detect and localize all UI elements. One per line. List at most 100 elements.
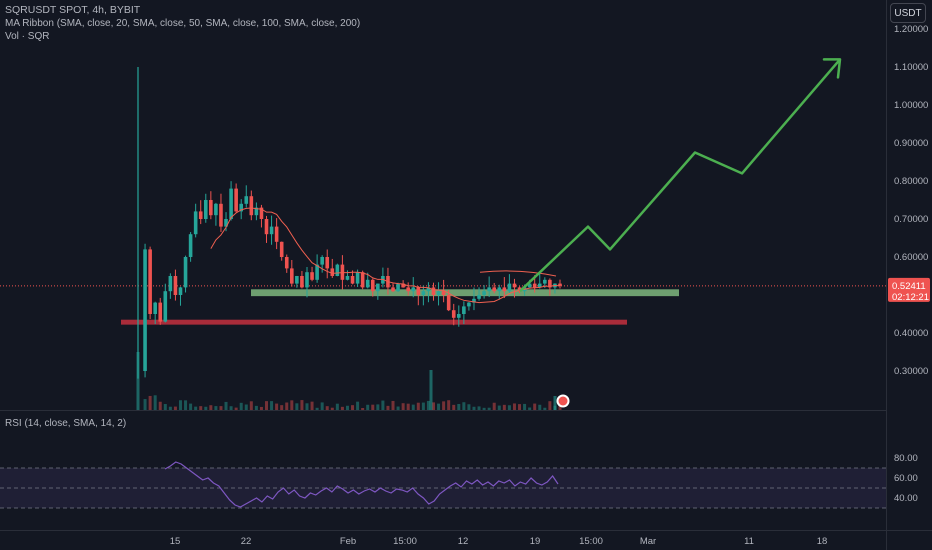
volume-bar <box>452 404 456 410</box>
candle-body <box>310 272 314 280</box>
volume-bar <box>533 403 537 410</box>
candle-body <box>401 283 405 288</box>
volume-bar <box>153 395 157 410</box>
volume-bar <box>280 405 284 410</box>
ma-ribbon-line <box>479 270 557 277</box>
volume-bar <box>416 402 420 410</box>
time-tick-label: Feb <box>340 536 356 547</box>
candle-body <box>365 279 370 288</box>
candle-body <box>370 279 375 292</box>
candle-body <box>376 283 380 292</box>
volume-bar <box>259 406 263 410</box>
projection-arrowhead <box>822 58 842 79</box>
candle-body <box>264 219 269 235</box>
candle-body <box>203 200 208 219</box>
volume-bar <box>163 404 167 410</box>
time-tick-label: 22 <box>241 536 252 547</box>
candle-body <box>325 257 330 269</box>
volume-bar <box>290 400 294 410</box>
rsi-tick-label: 60.00 <box>894 473 918 484</box>
candle-body <box>421 291 426 295</box>
volume-bar <box>300 400 304 410</box>
currency-button[interactable]: USDT <box>890 3 926 23</box>
volume-bar <box>437 403 441 410</box>
volume-bar <box>467 404 471 410</box>
volume-bar <box>396 406 400 410</box>
volume-bar <box>351 405 355 410</box>
price-tick-label: 0.90000 <box>894 138 928 149</box>
candle-body <box>148 249 152 314</box>
volume-bar <box>330 407 334 410</box>
volume-bar <box>426 400 430 410</box>
volume-bar <box>356 401 360 410</box>
candle-body <box>527 283 532 288</box>
volume-bar <box>325 406 329 410</box>
candle-body <box>431 287 436 295</box>
candle-body <box>477 295 481 299</box>
projection-path <box>519 58 841 293</box>
volume-bar <box>411 404 415 410</box>
candle-body <box>548 279 552 288</box>
volume-legend: Vol · SQR <box>5 31 50 42</box>
candle-body <box>497 287 502 292</box>
volume-bar <box>305 403 309 410</box>
time-tick-label: 15 <box>170 536 181 547</box>
price-tick-label: 0.80000 <box>894 176 928 187</box>
volume-bar <box>477 406 481 410</box>
price-tick-label: 0.70000 <box>894 214 928 225</box>
candle-body <box>224 219 228 227</box>
volume-bar <box>371 404 375 410</box>
candle-body <box>315 264 319 280</box>
volume-bar <box>194 406 198 410</box>
candle-body <box>249 196 254 216</box>
price-tick-label: 0.30000 <box>894 366 928 377</box>
candle-body <box>446 295 451 311</box>
candle-body <box>416 287 421 295</box>
candle-body <box>517 287 522 292</box>
candle-body <box>300 276 304 288</box>
volume-bar <box>497 405 501 410</box>
candle-body <box>543 279 547 284</box>
volume-bar <box>270 401 274 410</box>
volume-bar <box>518 404 522 410</box>
volume-bar <box>219 406 223 410</box>
candle-body <box>214 203 218 216</box>
time-tick-label: 15:00 <box>579 536 603 547</box>
volume-bar <box>320 402 324 410</box>
volume-bar <box>553 396 557 410</box>
candle-body <box>178 287 183 295</box>
volume-bar <box>345 405 349 410</box>
candle-body <box>360 272 365 288</box>
candle-body <box>163 291 168 322</box>
volume-bar <box>421 402 425 410</box>
volume-bar <box>429 370 433 410</box>
candle-body <box>537 283 542 288</box>
price-tick-label: 0.40000 <box>894 328 928 339</box>
volume-bar <box>189 403 193 410</box>
volume-bar <box>462 402 466 410</box>
candle-body <box>436 291 441 295</box>
last-price-value: 0.52411 <box>892 281 926 292</box>
time-tick-label: 15:00 <box>393 536 417 547</box>
candle-body <box>188 234 193 257</box>
candle-body <box>467 302 471 307</box>
volume-bar <box>431 402 435 410</box>
candle-body <box>472 298 476 303</box>
volume-bar <box>173 406 177 410</box>
volume-bar <box>340 406 344 410</box>
candle-body <box>441 291 446 295</box>
ma-ribbon-line <box>210 207 561 304</box>
candle-body <box>512 283 517 288</box>
rsi-legend: RSI (14, close, SMA, 14, 2) <box>5 418 127 429</box>
volume-bar <box>254 405 258 410</box>
support-zone <box>251 289 679 297</box>
volume-bar <box>487 407 491 410</box>
volume-bar <box>381 400 385 410</box>
rsi-line <box>164 461 559 508</box>
volume-bar <box>366 404 370 410</box>
volume-bar <box>401 403 405 410</box>
volume-bar <box>199 406 203 410</box>
volume-bar <box>143 399 147 410</box>
volume-bar <box>523 403 527 410</box>
